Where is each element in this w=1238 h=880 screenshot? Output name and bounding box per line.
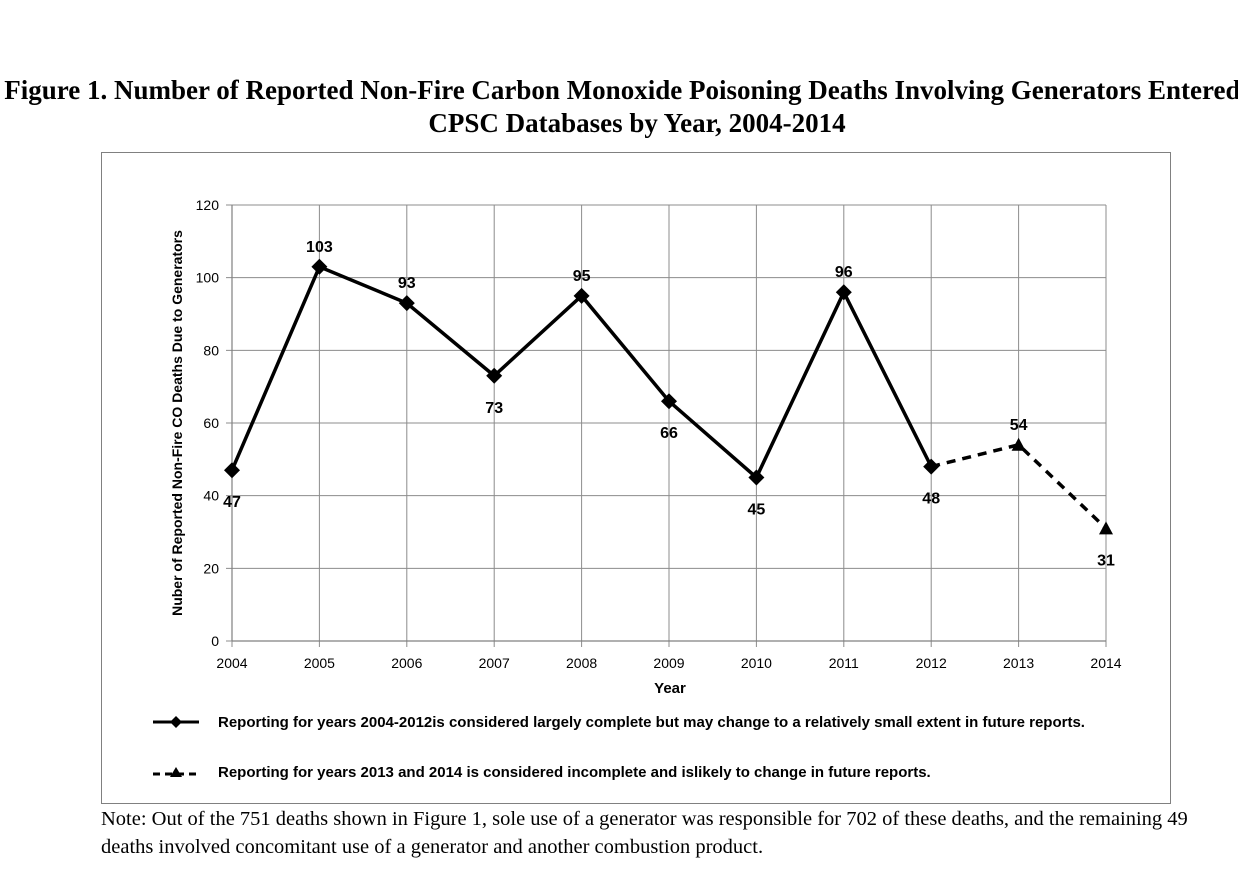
figure-note: Note: Out of the 751 deaths shown in Fig… <box>101 808 1188 858</box>
x-tick-label: 2009 <box>653 655 684 671</box>
y-axis-label-container: Nuber of Reported Non-Fire CO Deaths Due… <box>160 205 194 641</box>
legend-swatch-solid-diamond <box>153 716 199 728</box>
data-point-diamond <box>748 469 765 486</box>
data-label: 96 <box>835 264 853 281</box>
data-label: 47 <box>223 494 241 511</box>
chart-title: Figure 1. Number of Reported Non-Fire Ca… <box>4 75 1238 138</box>
data-label: 73 <box>485 400 503 417</box>
data-label: 95 <box>573 268 591 285</box>
y-tick-label: 60 <box>203 415 219 431</box>
data-label: 45 <box>748 502 766 519</box>
x-axis-label: Year <box>654 680 686 697</box>
x-tick-label: 2006 <box>391 655 422 671</box>
data-point-diamond <box>486 367 503 384</box>
data-label: 48 <box>922 491 940 508</box>
y-tick-label: 100 <box>196 270 220 286</box>
data-label: 103 <box>306 239 333 256</box>
data-point-diamond <box>224 462 240 479</box>
data-point-diamond <box>835 284 852 301</box>
y-axis-label: Nuber of Reported Non-Fire CO Deaths Due… <box>169 230 185 616</box>
data-label: 93 <box>398 275 416 292</box>
data-point-diamond <box>573 287 590 304</box>
chart-frame <box>101 152 1171 804</box>
x-tick-label: 2013 <box>1003 655 1034 671</box>
data-label: 31 <box>1097 552 1115 569</box>
y-tick-label: 80 <box>203 342 219 358</box>
y-tick-label: 0 <box>211 633 219 649</box>
legend-label-complete: Reporting for years 2004-2012is consider… <box>218 714 1085 731</box>
x-tick-label: 2008 <box>566 655 597 671</box>
data-point-diamond <box>661 393 677 410</box>
x-tick-label: 2010 <box>741 655 772 671</box>
y-tick-label: 120 <box>196 197 220 213</box>
data-point-triangle <box>1099 521 1113 535</box>
data-label: 66 <box>660 425 678 442</box>
data-label: 54 <box>1010 417 1028 434</box>
x-tick-label: 2004 <box>216 655 247 671</box>
legend-label-incomplete: Reporting for years 2013 and 2014 is con… <box>218 764 931 781</box>
data-point-diamond <box>311 258 328 275</box>
data-point-diamond <box>923 458 940 475</box>
x-tick-label: 2007 <box>479 655 510 671</box>
x-tick-label: 2005 <box>304 655 335 671</box>
legend-swatch-dashed-triangle <box>153 767 199 777</box>
data-point-diamond <box>398 295 415 312</box>
x-tick-label: 2011 <box>829 655 859 671</box>
x-tick-label: 2014 <box>1090 655 1121 671</box>
x-tick-label: 2012 <box>916 655 947 671</box>
y-tick-label: 20 <box>203 560 219 576</box>
y-tick-label: 40 <box>203 488 219 504</box>
data-point-triangle <box>1011 437 1026 451</box>
